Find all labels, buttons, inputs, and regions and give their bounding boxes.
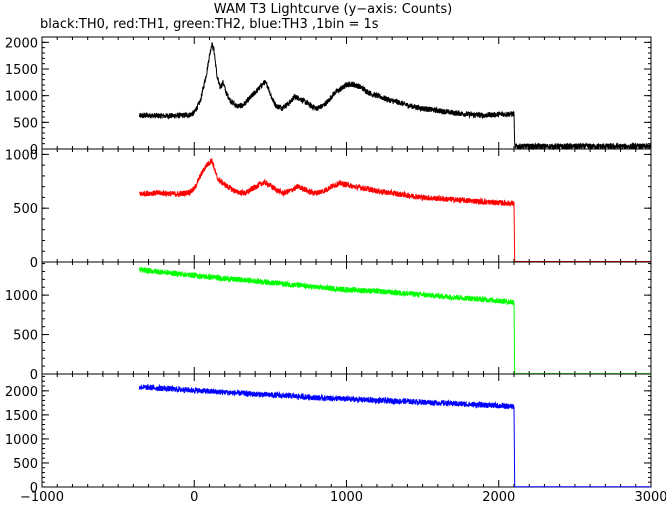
x-tick-label: −1000 — [20, 490, 64, 505]
y-tick-label: 1000 — [5, 148, 38, 163]
y-tick-label: 500 — [13, 202, 38, 217]
y-tick-label: 500 — [13, 329, 38, 344]
y-tick-label: 1000 — [5, 433, 38, 448]
y-tick-label: 1500 — [5, 409, 38, 424]
x-tick-label: 0 — [190, 490, 198, 505]
panel-frame-th3 — [41, 373, 652, 488]
chart-title: WAM T3 Lightcurve (y−axis: Counts) — [213, 2, 453, 17]
x-tick-label: 3000 — [634, 490, 666, 505]
series-line-th0 — [138, 42, 652, 151]
y-tick-label: 500 — [13, 116, 38, 131]
y-tick-label: 0 — [30, 368, 38, 383]
panel-frame-th2 — [41, 261, 652, 375]
y-tick-label: 0 — [30, 143, 38, 158]
panel-frame-th0 — [41, 36, 652, 150]
x-tick-label: 2000 — [482, 490, 515, 505]
y-tick-label: 2000 — [5, 36, 38, 51]
y-tick-label: 1000 — [5, 90, 38, 105]
y-tick-label: 2000 — [5, 385, 38, 400]
y-tick-label: 1000 — [5, 289, 38, 304]
x-tick-label: 1000 — [330, 490, 363, 505]
y-tick-label: 0 — [30, 481, 38, 496]
series-line-th1 — [139, 158, 651, 262]
panel-frame-th1 — [41, 148, 652, 263]
chart-subtitle: black:TH0, red:TH1, green:TH2, blue:TH3 … — [40, 17, 379, 32]
series-line-th3 — [138, 383, 651, 488]
series-line-th2 — [138, 266, 651, 375]
y-tick-label: 1500 — [5, 63, 38, 78]
y-tick-label: 0 — [30, 256, 38, 271]
y-tick-label: 500 — [13, 457, 38, 472]
